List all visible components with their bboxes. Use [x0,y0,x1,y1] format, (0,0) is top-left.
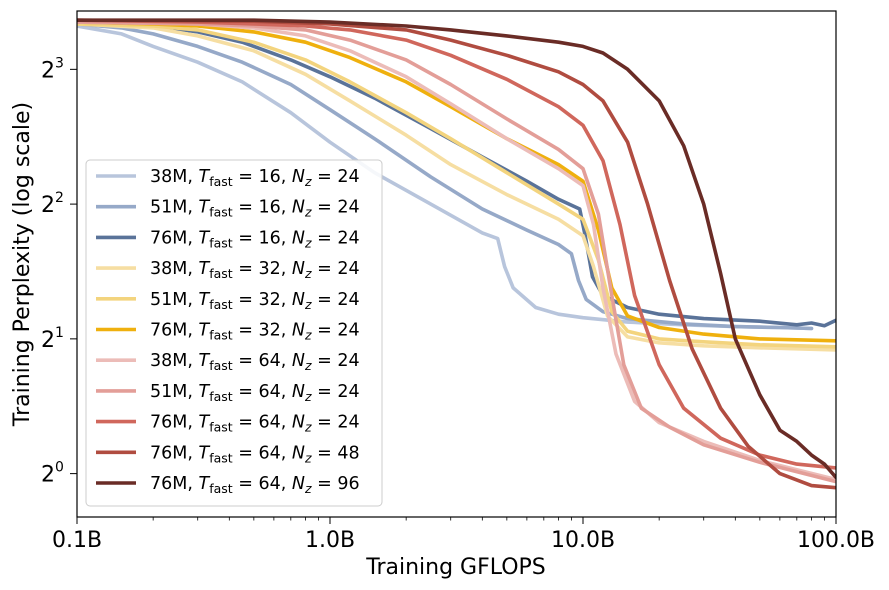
legend: 38M, Tfast = 16, Nz = 24 51M, Tfast = 16,… [85,159,383,507]
x-axis: 0.1B 1.0B 10.0B 100.0B [52,517,875,553]
y-tick-label: 20 [41,460,64,488]
legend-entry: 38M, Tfast = 32, Nz = 24 [150,259,360,281]
legend-entry: 76M, Tfast = 64, Nz = 48 [150,443,360,465]
legend-entry: 51M, Tfast = 16, Nz = 24 [150,198,360,220]
y-tick-label: 23 [41,55,64,83]
y-tick-label: 21 [41,325,64,353]
legend-entry: 76M, Tfast = 64, Nz = 24 [150,413,360,435]
legend-entry: 38M, Tfast = 64, Nz = 24 [150,351,360,373]
y-tick-label: 22 [41,190,64,218]
legend-entry: 38M, Tfast = 16, Nz = 24 [150,167,360,189]
x-axis-label: Training GFLOPS [365,555,546,580]
series-line-11 [77,18,836,480]
x-tick-label: 10.0B [551,528,615,553]
x-tick-label: 0.1B [52,528,102,553]
series-line-3 [77,20,836,328]
series-line-5 [77,22,836,349]
x-tick-label: 1.0B [305,528,355,553]
series-group [77,18,836,490]
legend-entry: 51M, Tfast = 64, Nz = 24 [150,382,360,404]
series-line-4 [77,22,836,352]
y-axis-label: Training Perplexity (log scale) [10,102,35,427]
y-axis: 20 21 22 23 [41,55,77,488]
legend-entry: 51M, Tfast = 32, Nz = 24 [150,290,360,312]
series-line-10 [77,18,836,490]
series-line-8 [77,20,836,484]
legend-frame [85,159,383,507]
series-line-9 [77,18,836,470]
legend-entry: 76M, Tfast = 64, Nz = 96 [150,474,360,496]
x-tick-label: 100.0B [797,528,875,553]
legend-entry: 76M, Tfast = 32, Nz = 24 [150,321,360,343]
series-line-2 [77,22,814,331]
legend-entry: 76M, Tfast = 16, Nz = 24 [150,228,360,250]
plot-area-frame [76,10,837,518]
